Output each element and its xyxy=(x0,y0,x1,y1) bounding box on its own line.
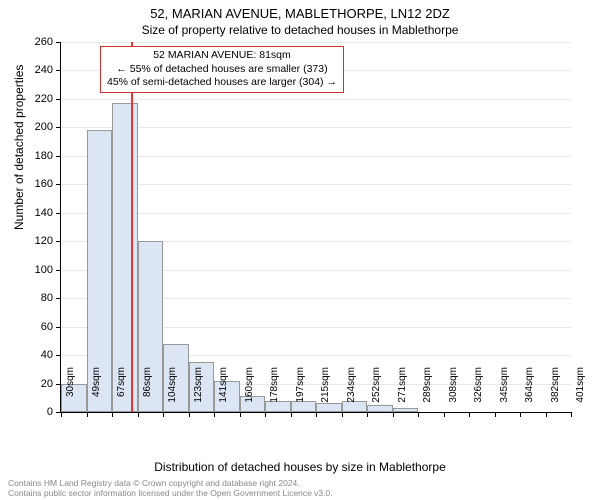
xtick-label: 271sqm xyxy=(397,367,408,417)
xtick-mark xyxy=(571,412,572,417)
xtick-label: 364sqm xyxy=(524,367,535,417)
ytick-mark xyxy=(56,213,61,214)
ytick-mark xyxy=(56,127,61,128)
xtick-mark xyxy=(367,412,368,417)
xtick-mark xyxy=(112,412,113,417)
gridline xyxy=(61,127,571,128)
ytick-mark xyxy=(56,355,61,356)
x-axis-label: Distribution of detached houses by size … xyxy=(0,460,600,474)
xtick-label: 86sqm xyxy=(142,367,153,417)
annotation-line-2: ← 55% of detached houses are smaller (37… xyxy=(107,63,337,77)
chart-subtitle: Size of property relative to detached ho… xyxy=(0,21,600,37)
ytick-mark xyxy=(56,42,61,43)
ytick-label: 40 xyxy=(23,349,53,361)
ytick-mark xyxy=(56,327,61,328)
xtick-label: 308sqm xyxy=(448,367,459,417)
xtick-mark xyxy=(316,412,317,417)
gridline xyxy=(61,42,571,43)
chart-title: 52, MARIAN AVENUE, MABLETHORPE, LN12 2DZ xyxy=(0,0,600,21)
reference-marker-line xyxy=(131,42,133,412)
ytick-label: 200 xyxy=(23,121,53,133)
ytick-label: 80 xyxy=(23,292,53,304)
xtick-label: 123sqm xyxy=(193,367,204,417)
ytick-label: 20 xyxy=(23,378,53,390)
xtick-label: 345sqm xyxy=(499,367,510,417)
xtick-mark xyxy=(214,412,215,417)
xtick-mark xyxy=(546,412,547,417)
xtick-mark xyxy=(265,412,266,417)
footer-attribution: Contains HM Land Registry data © Crown c… xyxy=(8,478,333,498)
xtick-mark xyxy=(495,412,496,417)
xtick-label: 234sqm xyxy=(346,367,357,417)
annotation-line-3: 45% of semi-detached houses are larger (… xyxy=(107,76,337,90)
y-axis-label: Number of detached properties xyxy=(12,65,26,230)
xtick-label: 382sqm xyxy=(550,367,561,417)
ytick-label: 0 xyxy=(23,406,53,418)
ytick-mark xyxy=(56,241,61,242)
xtick-mark xyxy=(189,412,190,417)
plot-region: 02040608010012014016018020022024026030sq… xyxy=(60,42,571,413)
xtick-label: 160sqm xyxy=(244,367,255,417)
annotation-box: 52 MARIAN AVENUE: 81sqm ← 55% of detache… xyxy=(100,46,344,93)
gridline xyxy=(61,156,571,157)
xtick-label: 30sqm xyxy=(65,367,76,417)
xtick-mark xyxy=(163,412,164,417)
ytick-mark xyxy=(56,298,61,299)
xtick-mark xyxy=(291,412,292,417)
gridline xyxy=(61,99,571,100)
ytick-label: 220 xyxy=(23,93,53,105)
ytick-label: 120 xyxy=(23,235,53,247)
ytick-label: 140 xyxy=(23,207,53,219)
ytick-mark xyxy=(56,156,61,157)
xtick-mark xyxy=(61,412,62,417)
xtick-mark xyxy=(87,412,88,417)
gridline xyxy=(61,184,571,185)
xtick-mark xyxy=(469,412,470,417)
xtick-mark xyxy=(240,412,241,417)
xtick-mark xyxy=(342,412,343,417)
ytick-label: 100 xyxy=(23,264,53,276)
xtick-label: 49sqm xyxy=(91,367,102,417)
xtick-label: 252sqm xyxy=(371,367,382,417)
xtick-label: 141sqm xyxy=(218,367,229,417)
xtick-label: 326sqm xyxy=(473,367,484,417)
ytick-mark xyxy=(56,184,61,185)
xtick-label: 401sqm xyxy=(575,367,586,417)
xtick-label: 289sqm xyxy=(422,367,433,417)
gridline xyxy=(61,213,571,214)
xtick-label: 197sqm xyxy=(295,367,306,417)
xtick-label: 104sqm xyxy=(167,367,178,417)
xtick-mark xyxy=(444,412,445,417)
ytick-mark xyxy=(56,99,61,100)
xtick-mark xyxy=(393,412,394,417)
annotation-line-1: 52 MARIAN AVENUE: 81sqm xyxy=(107,49,337,63)
xtick-label: 215sqm xyxy=(320,367,331,417)
ytick-mark xyxy=(56,270,61,271)
ytick-label: 240 xyxy=(23,64,53,76)
histogram-bar xyxy=(112,103,138,412)
chart-container: 52, MARIAN AVENUE, MABLETHORPE, LN12 2DZ… xyxy=(0,0,600,500)
footer-line-2: Contains public sector information licen… xyxy=(8,488,333,498)
xtick-mark xyxy=(138,412,139,417)
xtick-mark xyxy=(520,412,521,417)
xtick-label: 67sqm xyxy=(116,367,127,417)
ytick-label: 180 xyxy=(23,150,53,162)
xtick-mark xyxy=(418,412,419,417)
ytick-label: 260 xyxy=(23,36,53,48)
ytick-label: 60 xyxy=(23,321,53,333)
ytick-mark xyxy=(56,70,61,71)
chart-area: 02040608010012014016018020022024026030sq… xyxy=(60,42,570,412)
ytick-label: 160 xyxy=(23,178,53,190)
footer-line-1: Contains HM Land Registry data © Crown c… xyxy=(8,478,333,488)
xtick-label: 178sqm xyxy=(269,367,280,417)
